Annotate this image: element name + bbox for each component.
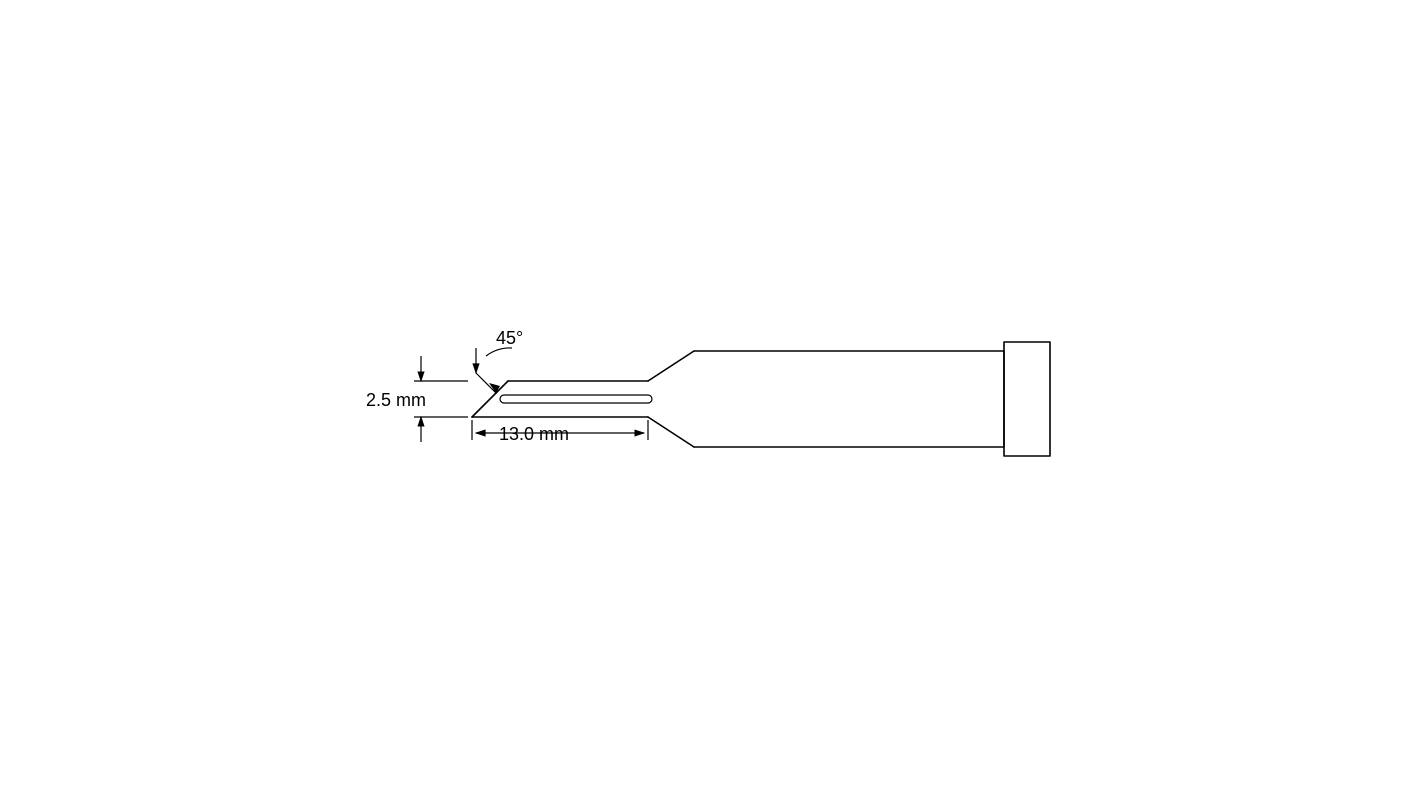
dim-length-label: 13.0 mm [499, 424, 569, 445]
dim-angle-label: 45° [496, 328, 523, 349]
dim-height-label: 2.5 mm [366, 390, 426, 411]
drawing-canvas: 2.5 mm 13.0 mm 45° [0, 0, 1420, 798]
dim-angle [476, 348, 512, 393]
inner-slot [500, 395, 652, 403]
technical-drawing-svg [0, 0, 1420, 798]
